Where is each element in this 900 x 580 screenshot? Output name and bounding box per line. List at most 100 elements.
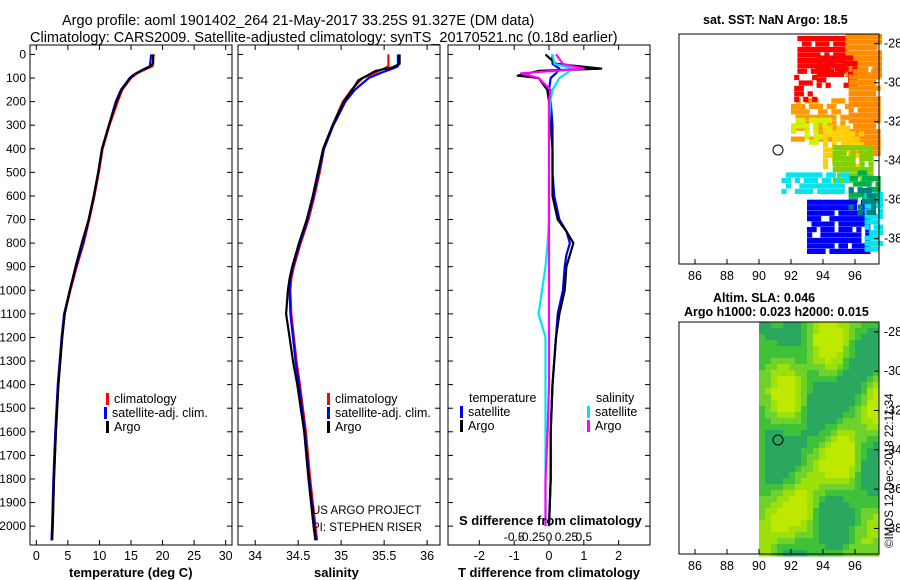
- sla-cell: [855, 352, 862, 359]
- sla-cell: [867, 550, 874, 557]
- sst-cell: [847, 199, 853, 205]
- sst-cell: [863, 34, 869, 40]
- sst-cell: [853, 192, 859, 198]
- sst-cell: [840, 142, 847, 148]
- sla-cell: [777, 358, 784, 365]
- sst-cell: [837, 35, 843, 42]
- sla-cell: [849, 532, 856, 539]
- sla-cell: [771, 460, 778, 467]
- sst-cell: [875, 134, 881, 140]
- sst-cell: [821, 71, 827, 77]
- sla-cell: [819, 376, 826, 383]
- sla-cell: [807, 472, 814, 479]
- sst-cell: [875, 129, 881, 135]
- sla-cell: [825, 484, 832, 491]
- sst-cell: [866, 181, 872, 187]
- sla-cell: [819, 466, 826, 473]
- sla-cell: [777, 388, 784, 395]
- sst-cell: [873, 219, 879, 225]
- project-credit: US ARGO PROJECT: [312, 505, 421, 517]
- sla-cell: [783, 478, 790, 485]
- sst-cell: [807, 91, 813, 97]
- sla-cell: [873, 496, 880, 503]
- sst-cell: [850, 166, 856, 173]
- sla-cell: [825, 520, 832, 527]
- sst-cell: [866, 123, 872, 129]
- sst-cell: [869, 235, 875, 241]
- sla-map-frame: [678, 321, 880, 555]
- sst-cell: [848, 107, 854, 113]
- sst-cell: [830, 55, 836, 61]
- sla-cell: [777, 448, 784, 455]
- sst-cell: [872, 44, 878, 51]
- sla-cell: [795, 406, 802, 413]
- sla-cell: [855, 346, 862, 353]
- sst-cell: [838, 227, 844, 233]
- profile-line-temperature-satellite: [547, 54, 571, 527]
- sla-cell: [801, 496, 808, 503]
- lon-tick-label: 92: [784, 269, 798, 283]
- sla-cell: [831, 454, 838, 461]
- salinity-tick-label: 35: [334, 549, 348, 563]
- sst-cell: [817, 117, 824, 123]
- sst-cell: [838, 205, 844, 211]
- salinity-legend: climatology satellite-adj. clim. Argo: [327, 392, 431, 434]
- sla-cell: [789, 418, 796, 425]
- sst-cell: [860, 243, 866, 249]
- sla-cell: [825, 478, 832, 485]
- sst-cell: [875, 140, 881, 146]
- sla-cell: [831, 490, 838, 497]
- sla-cell: [759, 388, 766, 395]
- sst-cell: [848, 96, 854, 102]
- sst-cell: [871, 112, 877, 118]
- sst-cell: [842, 41, 848, 47]
- sst-cell: [807, 210, 813, 216]
- sst-cell: [794, 85, 800, 91]
- sst-cell: [853, 69, 859, 75]
- sla-cell: [813, 424, 820, 431]
- profile-line-satellite-adj-clim: [50, 54, 153, 541]
- sst-cell: [834, 71, 840, 77]
- sst-cell: [835, 98, 841, 104]
- sst-cell: [857, 192, 863, 198]
- sst-cell: [801, 41, 808, 47]
- sla-cell: [777, 376, 784, 383]
- sla-cell: [795, 370, 802, 377]
- sla-cell: [837, 508, 844, 515]
- sla-cell: [789, 448, 796, 455]
- sla-cell: [777, 466, 784, 473]
- sla-cell: [837, 490, 844, 497]
- sst-cell: [829, 237, 835, 244]
- sla-cell: [855, 382, 862, 389]
- sst-cell: [832, 131, 838, 137]
- sla-cell: [837, 502, 844, 509]
- sla-cell: [825, 436, 832, 443]
- sla-cell: [813, 400, 820, 407]
- sla-cell: [789, 490, 796, 497]
- sst-cell: [829, 216, 835, 222]
- sla-cell: [813, 532, 820, 539]
- sla-cell: [837, 400, 844, 407]
- sla-cell: [783, 490, 790, 497]
- sla-cell: [813, 550, 820, 557]
- sst-cell: [871, 140, 877, 146]
- sla-cell: [861, 532, 868, 539]
- sst-cell: [820, 232, 826, 238]
- sst-cell: [800, 114, 806, 120]
- sla-cell: [849, 544, 856, 551]
- sst-cell: [871, 175, 877, 182]
- sst-cell: [824, 35, 830, 42]
- sla-cell: [873, 340, 880, 347]
- sla-cell: [801, 322, 808, 329]
- sst-cell: [867, 50, 873, 56]
- sla-cell: [873, 538, 880, 545]
- sla-cell: [831, 364, 838, 371]
- legend-title-salinity: salinity: [596, 391, 635, 405]
- sla-cell: [807, 448, 814, 455]
- sla-cell: [795, 418, 802, 425]
- sst-cell: [817, 109, 824, 115]
- sla-cell: [825, 454, 832, 461]
- sla-cell: [759, 520, 766, 527]
- sla-map: [759, 322, 880, 557]
- sla-cell: [789, 472, 796, 479]
